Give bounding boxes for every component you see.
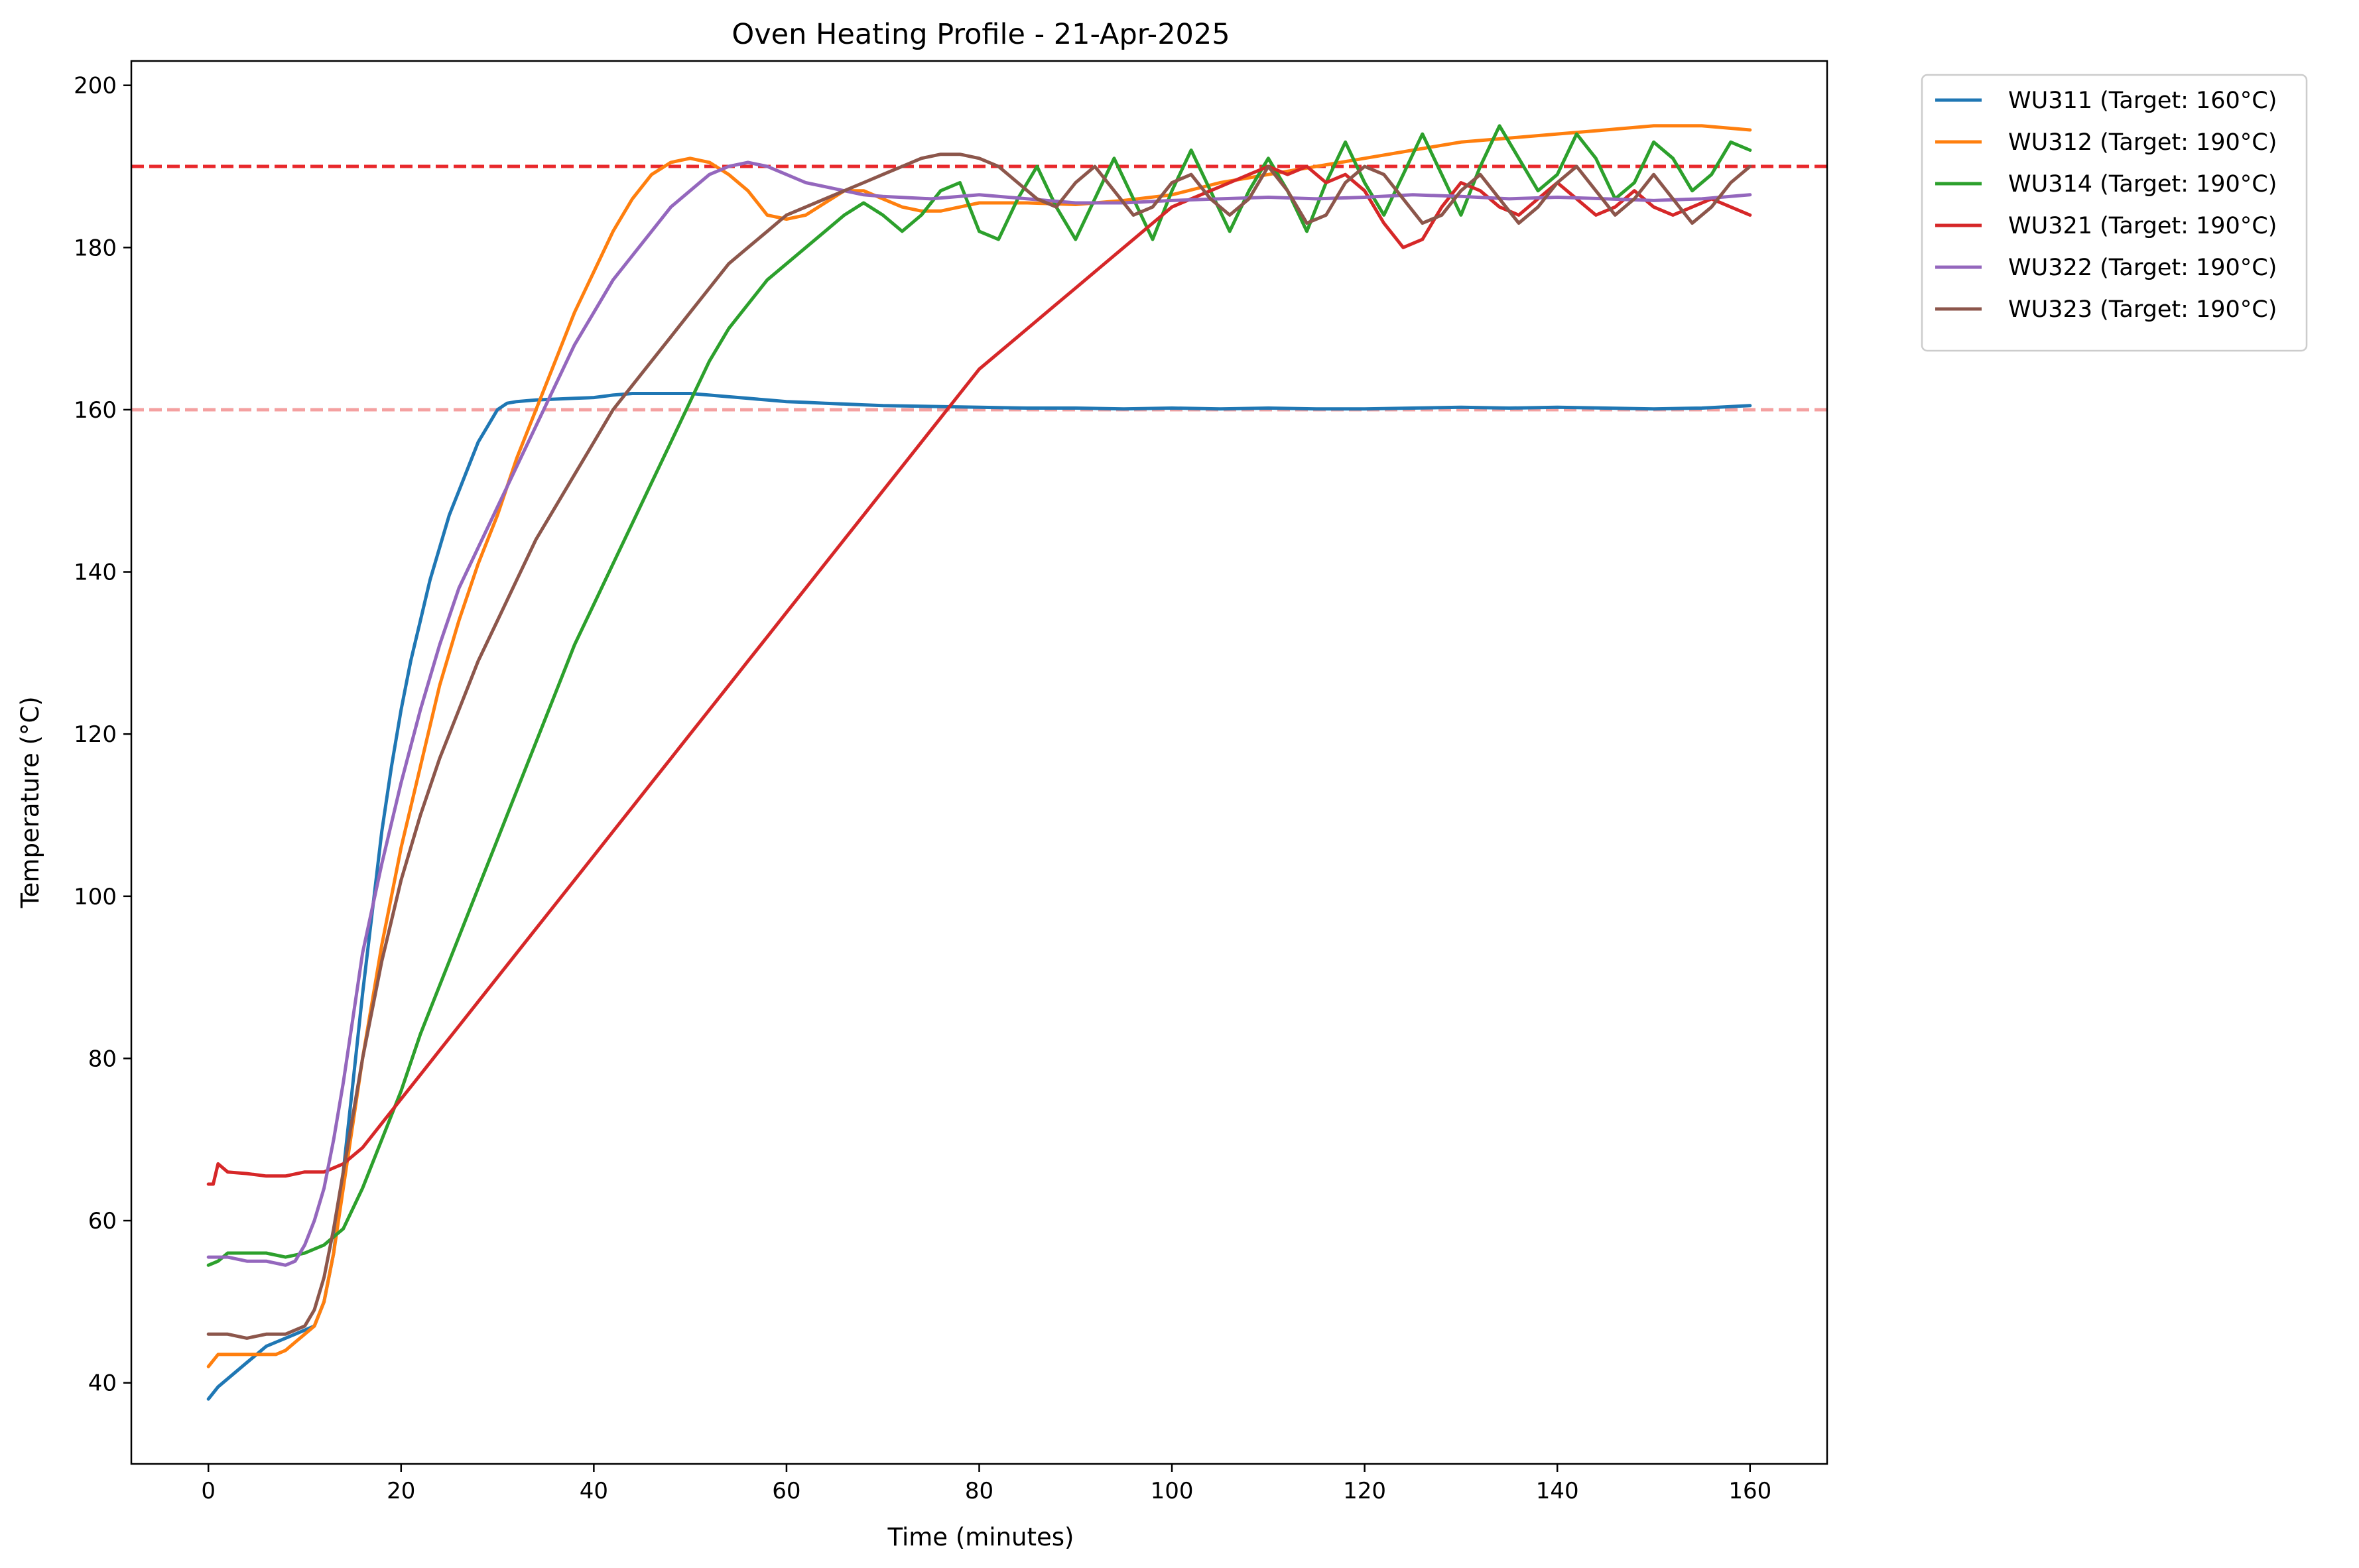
x-tick-label: 20 — [387, 1478, 415, 1504]
y-axis: 40 60 80 100 120 140 160 180 200 — [74, 73, 131, 1397]
x-tick-label: 0 — [201, 1478, 216, 1504]
series-line-2 — [206, 124, 1752, 1267]
legend-entry-3: WU321 (Target: 190°C) — [2008, 213, 2277, 239]
legend-entry-1: WU312 (Target: 190°C) — [2008, 129, 2277, 156]
y-axis-label: Temperature (°C) — [16, 696, 44, 908]
y-tick-label: 160 — [74, 397, 117, 424]
y-tick-label: 180 — [74, 235, 117, 261]
series-line-1 — [206, 124, 1752, 1368]
x-tick-label: 140 — [1536, 1478, 1579, 1504]
legend: WU311 (Target: 160°C) WU312 (Target: 190°… — [1921, 74, 2308, 352]
x-tick-label: 60 — [772, 1478, 800, 1504]
x-tick-label: 80 — [965, 1478, 993, 1504]
legend-frame — [1921, 74, 2308, 352]
x-tick-label: 100 — [1151, 1478, 1194, 1504]
legend-entry-0: WU311 (Target: 160°C) — [2008, 88, 2277, 114]
y-tick-label: 100 — [74, 884, 117, 910]
y-tick-label: 80 — [88, 1046, 117, 1072]
y-tick-label: 60 — [88, 1208, 117, 1235]
x-tick-label: 40 — [580, 1478, 608, 1504]
x-axis: 0 20 40 60 80 100 120 140 160 — [201, 1464, 1771, 1504]
y-tick-label: 40 — [88, 1370, 117, 1397]
legend-entry-4: WU322 (Target: 190°C) — [2008, 255, 2277, 281]
x-tick-label: 160 — [1728, 1478, 1771, 1504]
x-axis-label: Time (minutes) — [887, 1523, 1074, 1551]
series-layer — [206, 124, 1752, 1401]
chart-title: Oven Heating Profile - 21-Apr-2025 — [732, 18, 1230, 51]
x-tick-label: 120 — [1343, 1478, 1386, 1504]
y-tick-label: 140 — [74, 560, 117, 586]
legend-entry-2: WU314 (Target: 190°C) — [2008, 171, 2277, 198]
legend-entry-5: WU323 (Target: 190°C) — [2008, 296, 2277, 323]
series-line-5 — [206, 152, 1752, 1340]
y-tick-label: 200 — [74, 73, 117, 99]
reference-lines — [131, 164, 1827, 412]
y-tick-label: 120 — [74, 721, 117, 748]
